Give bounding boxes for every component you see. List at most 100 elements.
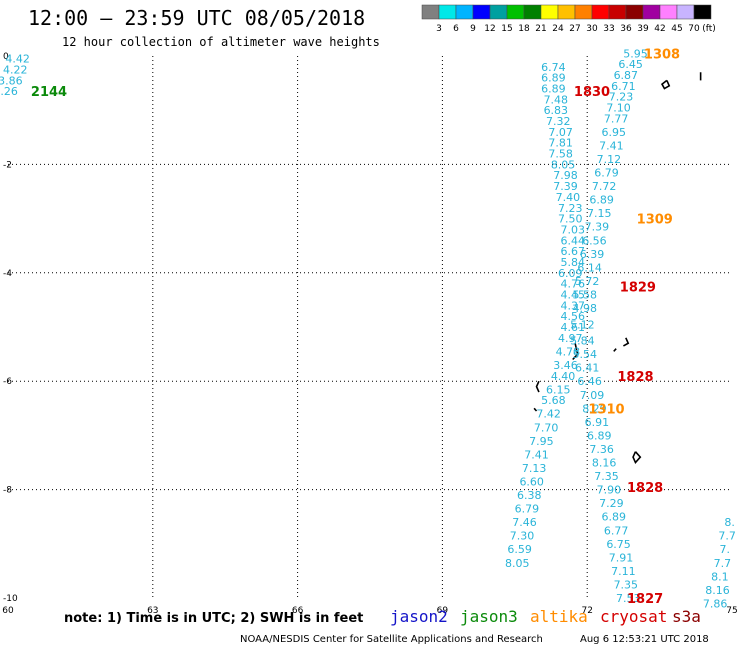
- colorbar-tick-label: 6: [453, 24, 459, 34]
- x-tick-label: 66: [292, 606, 304, 616]
- x-tick-label: 72: [581, 606, 592, 616]
- wave-height-value: 7.70: [534, 421, 559, 434]
- wave-height-value: 5.84: [560, 256, 585, 269]
- credit-text: NOAA/NESDIS Center for Satellite Applica…: [240, 634, 543, 645]
- wave-height-value: 6.91: [585, 416, 610, 429]
- wave-height-value: 7.10: [606, 101, 631, 114]
- wave-height-value: 7.35: [594, 470, 619, 483]
- footnote: note: 1) Time is in UTC; 2) SWH is in fe…: [64, 611, 364, 626]
- wave-height-value: 6.79: [594, 167, 619, 180]
- y-tick-label: -4: [3, 269, 12, 279]
- wave-height-value: 3.46: [553, 359, 578, 372]
- colorbar-tick-label: 9: [470, 24, 476, 34]
- wave-height-value: 4.37: [560, 299, 585, 312]
- wave-height-value: 8.: [724, 516, 735, 529]
- wave-height-value: 4.40: [551, 370, 576, 383]
- wave-height-value: 4.98: [573, 302, 598, 315]
- wave-height-value: 7.35: [614, 578, 639, 591]
- colorbar-tick-label: 45: [671, 24, 682, 34]
- colorbar-tick-label: 18: [518, 24, 530, 34]
- pass-time-label: 2144: [31, 85, 67, 100]
- wave-height-value: 7.50: [558, 213, 583, 226]
- wave-height-value: 7.12: [597, 153, 622, 166]
- wave-height-value: 4.97: [558, 332, 583, 345]
- colorbar-tick-label: 21: [535, 24, 546, 34]
- colorbar-tick-label: 36: [620, 24, 632, 34]
- wave-height-value: 6.44: [560, 234, 585, 247]
- colorbar-swatch: [693, 4, 712, 20]
- colorbar-tick-label: 12: [484, 24, 495, 34]
- wave-height-value: 5.72: [575, 275, 600, 288]
- colorbar-swatch: [489, 4, 508, 20]
- colorbar-swatch: [659, 4, 678, 20]
- coastline-fragment: [533, 407, 538, 412]
- wave-height-value: 7.72: [592, 180, 617, 193]
- pass-time-label: 1827: [627, 592, 663, 607]
- wave-height-value: 4.56: [560, 310, 585, 323]
- wave-height-value: 4.76: [560, 278, 585, 291]
- wave-height-value: 7.58: [548, 148, 573, 161]
- colorbar-tick-label: 42: [654, 24, 665, 34]
- wave-height-value: 5.12: [570, 318, 595, 331]
- wave-height-value: 7.: [720, 543, 731, 556]
- pass-time-label: 1830: [574, 85, 610, 100]
- wave-height-value: 4.45: [560, 288, 585, 301]
- y-tick-label: -10: [3, 594, 18, 604]
- wave-height-value: 7.32: [546, 115, 571, 128]
- wave-height-value: 6.38: [517, 489, 542, 502]
- coastline-fragment: [613, 348, 617, 352]
- wave-height-value: 6.14: [577, 261, 602, 274]
- wave-height-value: 7.39: [585, 221, 610, 234]
- wave-height-value: 7.30: [510, 530, 535, 543]
- wave-height-value: 7.81: [548, 137, 573, 150]
- wave-height-value: 7.40: [556, 191, 581, 204]
- wave-height-value: 4.26: [0, 85, 18, 98]
- wave-height-value: 6.56: [582, 234, 607, 247]
- colorbar-tick-label: 30: [586, 24, 598, 34]
- wave-height-value: 6.39: [580, 248, 605, 261]
- wave-height-value: 6.74: [541, 61, 566, 74]
- wave-height-value: 7.48: [544, 93, 569, 106]
- wave-height-value: 6.59: [507, 543, 532, 556]
- wave-height-value: 7.91: [609, 551, 634, 564]
- wave-height-value: 8.16: [705, 584, 730, 597]
- wave-height-value: 6.89: [541, 72, 566, 85]
- wave-height-value: 6.89: [541, 83, 566, 96]
- wave-height-value: 3.86: [0, 74, 23, 87]
- pass-time-label: 1828: [617, 370, 653, 385]
- colorbar-tick-label: 39: [637, 24, 649, 34]
- legend-altika: altika: [530, 607, 588, 626]
- chart-title: 12:00 – 23:59 UTC 08/05/2018: [28, 6, 366, 30]
- colorbar-tick-label: (ft): [702, 24, 716, 34]
- wave-height-value: 7.36: [589, 443, 614, 456]
- wave-height-value: 6.75: [606, 538, 631, 551]
- timestamp-text: Aug 6 12:53:21 UTC 2018: [580, 634, 709, 645]
- legend-cryosat: cryosat: [600, 607, 668, 626]
- wave-height-value: 6.83: [544, 104, 569, 117]
- wave-height-value: 8.29: [582, 402, 607, 415]
- colorbar-swatch: [591, 4, 610, 20]
- wave-height-value: 4.42: [5, 53, 30, 66]
- y-tick-label: -6: [3, 377, 12, 387]
- colorbar-swatch: [438, 4, 457, 20]
- colorbar-tick-label: 27: [569, 24, 580, 34]
- legend-jason2: jason2: [390, 607, 448, 626]
- colorbar-tick-label: 3: [436, 24, 442, 34]
- wave-height-value: 7.7: [714, 557, 732, 570]
- wave-height-value: 7.53: [616, 592, 641, 605]
- wave-height-value: 8.16: [592, 457, 617, 470]
- pass-time-label: 1309: [637, 213, 673, 228]
- pass-time-label: 1829: [620, 280, 656, 295]
- colorbar-tick-label: 15: [501, 24, 512, 34]
- colorbar-swatch: [455, 4, 474, 20]
- colorbar-swatch: [506, 4, 525, 20]
- wave-height-value: 7.15: [587, 207, 612, 220]
- wave-height-value: 7.29: [599, 497, 624, 510]
- colorbar-swatch: [574, 4, 593, 20]
- wave-height-value: 7.03: [560, 223, 585, 236]
- wave-height-value: 6.67: [560, 245, 585, 258]
- x-tick-label: 69: [437, 606, 449, 616]
- wave-height-value: 5.84: [570, 335, 595, 348]
- wave-height-value: 7.07: [548, 126, 573, 139]
- coastline-fragment: [623, 337, 630, 347]
